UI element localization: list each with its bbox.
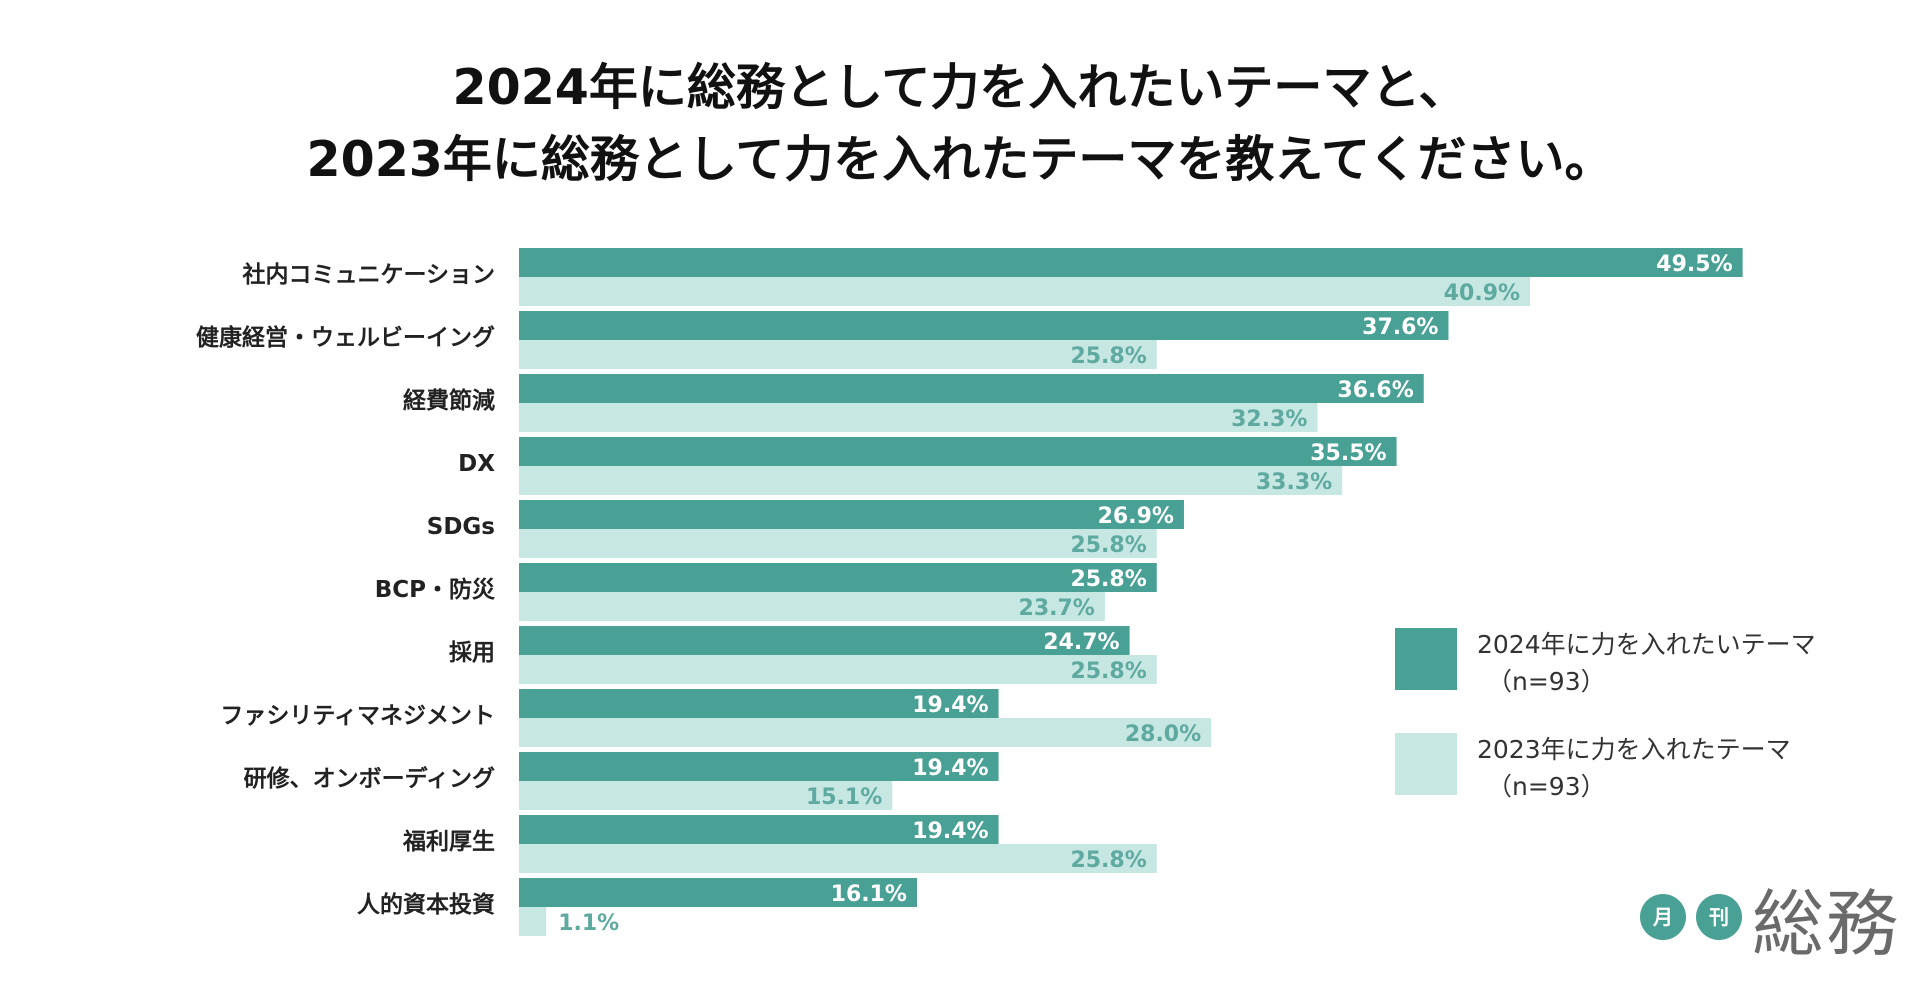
- legend-label-2024-sub: （n=93）: [1487, 667, 1606, 696]
- legend-label-2024-main: 2024年に力を入れたいテーマ: [1477, 630, 1816, 659]
- data-label-2024: 37.6%: [1362, 315, 1438, 340]
- bar-2023: [519, 340, 1157, 369]
- data-label-2023: 40.9%: [1444, 281, 1520, 306]
- category-label: ファシリティマネジメント: [220, 703, 495, 729]
- bar-2023: [519, 592, 1105, 621]
- data-label-2024: 16.1%: [831, 882, 907, 907]
- title-line-1: 2024年に総務として力を入れたいテーマと、: [452, 59, 1468, 116]
- bar-2024: [519, 311, 1449, 340]
- category-label: BCP・防災: [375, 576, 496, 603]
- legend-swatch-2023: [1395, 733, 1457, 795]
- title-line-2: 2023年に総務として力を入れたテーマを教えてください。: [306, 131, 1614, 188]
- bar-2023: [519, 277, 1531, 306]
- data-label-2024: 25.8%: [1070, 567, 1146, 592]
- category-label: 健康経営・ウェルビーイング: [196, 324, 495, 351]
- category-label: 人的資本投資: [357, 891, 495, 918]
- logo-badge-tsuki: 月: [1640, 894, 1686, 940]
- bar-2023: [519, 718, 1212, 747]
- legend-swatch-2024: [1395, 628, 1457, 690]
- gekkan-soumu-logo: 月 刊 総務: [1640, 882, 1900, 982]
- category-label: 福利厚生: [402, 829, 495, 855]
- data-label-2023: 23.7%: [1019, 596, 1095, 621]
- bar-2024: [519, 689, 999, 718]
- logo-wordmark: 総務: [1752, 882, 1901, 966]
- bar-2024: [519, 500, 1184, 529]
- data-label-2024: 49.5%: [1656, 252, 1732, 277]
- legend-label-2023: 2023年に力を入れたテーマ （n=93）: [1477, 731, 1897, 805]
- data-label-2024: 19.4%: [912, 756, 988, 781]
- bar-2024: [519, 248, 1743, 277]
- category-label: 採用: [449, 640, 495, 666]
- bar-2024: [519, 563, 1157, 592]
- bar-2023: [519, 781, 893, 810]
- bar-2024: [519, 437, 1397, 466]
- legend-label-2023-sub: （n=93）: [1487, 772, 1606, 801]
- legend-label-2024: 2024年に力を入れたいテーマ （n=93）: [1477, 626, 1897, 700]
- bar-2023: [519, 466, 1343, 495]
- category-label: 社内コミュニケーション: [242, 261, 495, 288]
- bar-2024: [519, 752, 999, 781]
- legend-label-2023-main: 2023年に力を入れたテーマ: [1477, 735, 1791, 764]
- bar-2023: [519, 655, 1157, 684]
- bar-2024: [519, 626, 1130, 655]
- data-label-2024: 36.6%: [1337, 378, 1413, 403]
- bar-2023: [519, 844, 1157, 873]
- data-label-2023: 25.8%: [1070, 533, 1146, 558]
- data-label-2023: 25.8%: [1070, 659, 1146, 684]
- category-label: SDGs: [427, 514, 495, 540]
- data-label-2023: 32.3%: [1231, 407, 1307, 432]
- data-label-2024: 19.4%: [912, 693, 988, 718]
- bar-2023: [519, 907, 547, 936]
- data-label-2024: 19.4%: [912, 819, 988, 844]
- data-label-2023: 15.1%: [806, 785, 882, 810]
- data-label-2024: 26.9%: [1098, 504, 1174, 529]
- data-label-2023: 25.8%: [1070, 848, 1146, 873]
- data-label-2023: 33.3%: [1256, 470, 1332, 495]
- bar-2024: [519, 815, 999, 844]
- bar-2024: [519, 374, 1424, 403]
- data-label-2023: 25.8%: [1070, 344, 1146, 369]
- category-label: 経費節減: [403, 387, 495, 414]
- category-label: DX: [458, 451, 495, 477]
- data-label-2024: 35.5%: [1310, 441, 1386, 466]
- data-label-2023: 28.0%: [1125, 722, 1201, 747]
- data-label-2023: 1.1%: [558, 911, 619, 936]
- bar-2024: [519, 878, 917, 907]
- bar-2023: [519, 529, 1157, 558]
- data-label-2024: 24.7%: [1043, 630, 1119, 655]
- chart-title: 2024年に総務として力を入れたいテーマと、 2023年に総務として力を入れたテ…: [0, 52, 1920, 196]
- bar-2023: [519, 403, 1318, 432]
- category-label: 研修、オンボーディング: [244, 765, 495, 792]
- logo-badge-kan: 刊: [1696, 894, 1742, 940]
